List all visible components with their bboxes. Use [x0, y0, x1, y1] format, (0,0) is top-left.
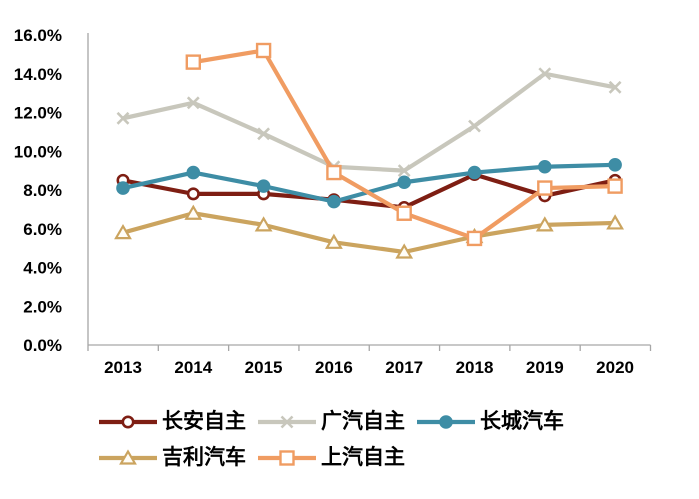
- data-point: [186, 165, 201, 180]
- y-tick-label: 12.0%: [14, 104, 62, 123]
- legend-item-吉利汽车: 吉利汽车: [97, 445, 246, 471]
- y-tick-label: 8.0%: [23, 181, 62, 200]
- data-point: [326, 164, 342, 181]
- data-point: [184, 204, 203, 220]
- legend-item-长城汽车: 长城汽车: [415, 409, 564, 435]
- y-tick-label: 0.0%: [23, 336, 62, 355]
- data-point: [280, 415, 294, 429]
- data-point: [185, 54, 202, 70]
- data-point: [256, 179, 271, 193]
- y-tick-label: 4.0%: [23, 259, 62, 278]
- data-point: [114, 223, 132, 240]
- legend-label: 广汽自主: [321, 410, 405, 434]
- y-tick-label: 2.0%: [23, 297, 62, 316]
- x-tick-label: 2019: [526, 358, 564, 377]
- x-tick-label: 2013: [104, 358, 142, 377]
- data-point: [538, 67, 552, 81]
- legend-row: 吉利汽车 上汽自主: [97, 445, 672, 471]
- data-point: [468, 119, 481, 133]
- data-point: [121, 415, 135, 429]
- data-point: [466, 230, 483, 247]
- data-point: [397, 164, 411, 178]
- legend-swatch: [417, 415, 475, 429]
- data-point: [608, 158, 622, 172]
- data-point: [116, 181, 130, 195]
- data-point: [119, 449, 137, 465]
- data-point: [395, 243, 414, 259]
- x-tick-label: 2018: [456, 358, 494, 377]
- data-point: [257, 127, 271, 141]
- series-广汽自主: [116, 67, 622, 178]
- series-line: [122, 172, 616, 210]
- data-point: [537, 180, 553, 196]
- chart-legend: 长安自主 广汽自主 长城汽车吉利汽车 上汽自主: [97, 409, 672, 471]
- x-tick-label: 2016: [315, 358, 353, 377]
- data-point: [116, 111, 130, 125]
- data-point: [186, 187, 200, 201]
- y-tick-label: 16.0%: [14, 26, 62, 45]
- data-point: [607, 178, 623, 194]
- y-tick-label: 10.0%: [14, 142, 62, 161]
- legend-label: 长城汽车: [480, 410, 564, 434]
- data-point: [606, 214, 625, 230]
- data-point: [255, 42, 272, 59]
- data-point: [535, 216, 554, 232]
- data-point: [186, 96, 200, 110]
- data-point: [327, 194, 341, 209]
- series-line: [122, 211, 616, 255]
- legend-swatch: [258, 415, 316, 429]
- chart-plot-area: 0.0% 2.0% 4.0% 6.0% 8.0% 10.0% 12.0% 14.0% 16.0%…: [14, 26, 652, 377]
- legend-label: 长安自主: [162, 410, 246, 434]
- x-tick-label: 2014: [174, 358, 212, 377]
- y-tick-label: 6.0%: [23, 220, 62, 239]
- x-tick-label: 2020: [596, 358, 634, 377]
- legend-label: 吉利汽车: [162, 446, 246, 470]
- legend-swatch: [99, 449, 157, 465]
- data-point: [397, 175, 412, 190]
- data-point: [608, 80, 622, 94]
- data-point: [324, 233, 343, 249]
- legend-item-上汽自主: 上汽自主: [256, 445, 405, 471]
- data-point: [439, 415, 453, 429]
- legend-item-广汽自主: 广汽自主: [256, 409, 405, 435]
- data-point: [467, 165, 482, 180]
- data-point: [279, 450, 295, 466]
- legend-label: 上汽自主: [321, 446, 405, 470]
- data-point: [538, 159, 552, 174]
- series-上汽自主: [185, 42, 623, 247]
- legend-swatch: [258, 450, 316, 466]
- legend-row: 长安自主 广汽自主 长城汽车: [97, 409, 672, 435]
- x-tick-label: 2017: [385, 358, 423, 377]
- data-point: [396, 205, 412, 221]
- x-tick-label: 2015: [245, 358, 283, 377]
- legend-item-长安自主: 长安自主: [97, 409, 246, 435]
- series-line: [122, 71, 616, 173]
- legend-swatch: [99, 415, 157, 429]
- y-tick-label: 14.0%: [14, 65, 62, 84]
- series-吉利汽车: [114, 204, 625, 259]
- data-point: [254, 216, 273, 232]
